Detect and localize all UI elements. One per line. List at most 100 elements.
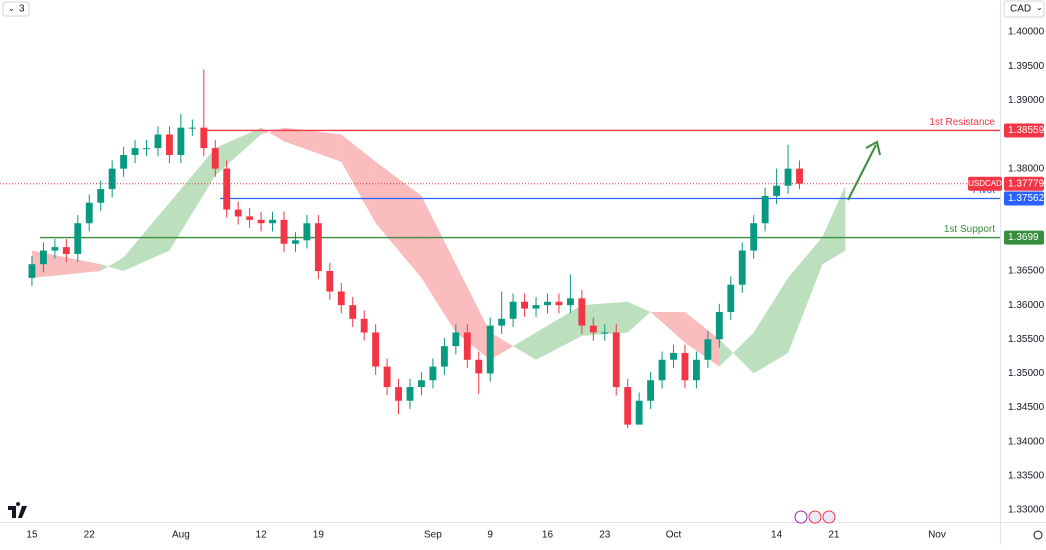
cloud-segment <box>822 185 846 265</box>
candle-body <box>601 332 609 334</box>
price-label: 1.37562 <box>1008 193 1045 204</box>
price-label-box <box>1004 123 1044 138</box>
cloud-segment <box>788 236 823 353</box>
x-tick-label: 16 <box>542 530 554 541</box>
candle-body <box>269 219 276 224</box>
cloud-segment <box>169 148 216 251</box>
candle-body <box>372 332 380 367</box>
x-tick-label: Aug <box>172 530 190 541</box>
cloud-segment <box>753 277 789 374</box>
candle-body <box>486 325 494 374</box>
cloud-segment <box>375 161 422 278</box>
price-label: 1.37779 <box>1008 178 1045 189</box>
price-label-box <box>1004 176 1044 191</box>
y-tick-label: 1.39500 <box>1008 61 1045 72</box>
candle-body <box>360 318 368 333</box>
candle-body <box>257 219 265 224</box>
x-tick-label: Sep <box>424 530 442 541</box>
candle-body <box>108 168 116 190</box>
candle-body <box>131 148 139 155</box>
x-tick-label: 19 <box>313 530 325 541</box>
candle-body <box>280 219 288 244</box>
interval[interactable]: 3 <box>19 4 25 15</box>
y-tick-label: 1.38000 <box>1008 163 1045 174</box>
icon[interactable] <box>808 510 822 524</box>
settings-icon[interactable] <box>1033 530 1043 540</box>
candle-body <box>395 387 402 401</box>
x-tick-label: Oct <box>666 530 682 541</box>
candle-body <box>39 250 47 265</box>
y-tick-label: 1.34500 <box>1008 402 1045 413</box>
candle-body <box>796 168 803 184</box>
currency[interactable]: CAD <box>1010 4 1031 15</box>
logo <box>8 502 27 518</box>
x-tick-label: 15 <box>26 530 38 541</box>
interval-box[interactable] <box>2 1 30 17</box>
symbol-label-box <box>968 176 1002 191</box>
candle-body <box>509 301 517 319</box>
y-tick-label: 1.35500 <box>1008 334 1045 345</box>
candle-body <box>28 264 36 278</box>
event-icons[interactable] <box>794 510 836 524</box>
candle-body <box>418 380 425 388</box>
y-tick-label: 1.35000 <box>1008 368 1045 379</box>
level-name: 1st Support <box>944 224 995 235</box>
x-tick-label: 22 <box>84 530 96 541</box>
x-tick-label: Nov <box>928 530 946 541</box>
candle-body <box>154 134 162 149</box>
price-label: 1.3699 <box>1008 232 1039 243</box>
candle-body <box>624 387 632 425</box>
candle-body <box>177 127 185 155</box>
projection-arrow <box>847 140 881 201</box>
candle-body <box>200 127 208 149</box>
cloud-segment <box>283 127 342 162</box>
candle-body <box>498 318 506 326</box>
candle-body <box>738 250 746 285</box>
level-name: 1st Resistance <box>929 117 995 128</box>
y-tick-label: 1.40000 <box>1008 27 1045 38</box>
candle-body <box>773 185 781 196</box>
cloud-segment <box>627 301 651 333</box>
y-tick-label: 1.39000 <box>1008 95 1045 106</box>
price-label-box <box>1004 191 1044 206</box>
candle-body <box>727 284 735 312</box>
candle-body <box>97 189 105 203</box>
candle-body <box>292 240 299 244</box>
candle-body <box>784 168 792 186</box>
cloud-segment <box>536 305 582 360</box>
candle-body <box>337 291 345 306</box>
x-tick-label: 12 <box>256 530 268 541</box>
candle-body <box>761 195 769 224</box>
candle-body <box>612 332 620 388</box>
icon[interactable] <box>822 510 836 524</box>
price-label-box <box>1004 230 1044 245</box>
x-tick-label: 21 <box>828 530 840 541</box>
candle-body <box>681 352 689 381</box>
y-tick-label: 1.36000 <box>1008 300 1045 311</box>
candle-body <box>51 247 59 251</box>
candle-body <box>704 339 712 360</box>
candle-body <box>463 332 471 360</box>
candle-body <box>658 359 666 381</box>
candle-body <box>314 223 322 272</box>
candle-body <box>555 301 563 306</box>
candle-body <box>211 148 219 169</box>
cloud-segment <box>31 250 101 278</box>
candle-body <box>578 298 586 326</box>
candle-body <box>521 301 529 309</box>
chevron: ⌄ <box>8 4 15 13</box>
cloud-segment <box>341 134 376 224</box>
symbol-label: USDCAD <box>968 179 1002 188</box>
candle-body <box>750 223 758 251</box>
cloud-segment <box>100 257 124 272</box>
candle-body <box>188 127 196 129</box>
candle-body <box>62 247 70 254</box>
plot: 1st ResistancePivot1st Support <box>0 69 1000 429</box>
candle-body <box>475 359 483 374</box>
currency-box[interactable] <box>1003 0 1045 18</box>
candle-body <box>246 216 254 220</box>
chevron: ⌄ <box>1036 3 1043 12</box>
icon[interactable] <box>794 510 808 524</box>
x-tick-label: 23 <box>599 530 611 541</box>
